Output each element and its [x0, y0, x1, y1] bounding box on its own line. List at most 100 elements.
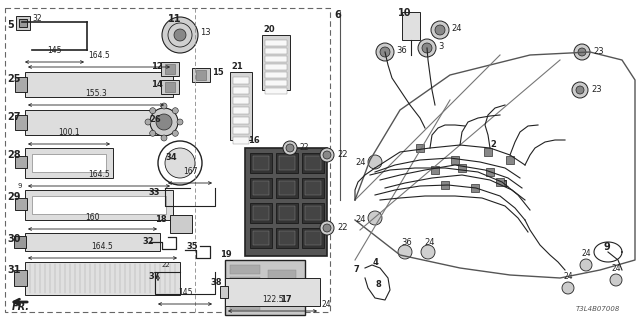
Bar [192, 68, 210, 82]
Text: 10: 10 [398, 8, 412, 18]
Circle shape [150, 108, 156, 114]
Bar [253, 181, 269, 195]
Circle shape [286, 144, 294, 152]
Circle shape [398, 245, 412, 259]
Text: FR.: FR. [12, 302, 30, 312]
Circle shape [320, 148, 334, 162]
Bar [268, 270, 296, 305]
Bar [265, 72, 287, 78]
Text: 22: 22 [337, 223, 348, 232]
Bar [279, 231, 295, 245]
Bar [233, 137, 249, 144]
Bar [265, 48, 287, 54]
Text: 164.5: 164.5 [92, 242, 113, 251]
Bar [262, 35, 290, 90]
Bar [161, 62, 179, 76]
Text: 31: 31 [7, 265, 20, 275]
Circle shape [576, 86, 584, 94]
Text: 12: 12 [151, 62, 163, 71]
Bar [165, 64, 175, 74]
Bar [506, 156, 514, 164]
Text: 16: 16 [248, 136, 260, 145]
Text: 27: 27 [7, 112, 20, 122]
Text: T3L4B07008: T3L4B07008 [576, 306, 620, 312]
Circle shape [431, 21, 449, 39]
Text: 5: 5 [7, 20, 13, 30]
Bar [25, 148, 113, 178]
Text: 22: 22 [337, 150, 348, 159]
Circle shape [572, 82, 588, 98]
Text: 7: 7 [353, 265, 359, 274]
Circle shape [368, 155, 382, 169]
Bar [279, 206, 295, 220]
Circle shape [172, 108, 179, 114]
Text: 15: 15 [212, 68, 224, 77]
Text: 9: 9 [18, 183, 22, 189]
Bar [16, 16, 30, 30]
Circle shape [380, 47, 390, 57]
Text: 164.5: 164.5 [88, 51, 110, 60]
Bar [32, 154, 106, 172]
Bar [302, 203, 324, 223]
Bar [161, 80, 179, 94]
Bar [496, 178, 504, 186]
Bar [276, 178, 298, 198]
Bar [14, 270, 27, 286]
Bar [233, 127, 249, 134]
Bar [250, 178, 272, 198]
Bar [305, 231, 321, 245]
Text: 22: 22 [162, 262, 171, 268]
Circle shape [421, 245, 435, 259]
Text: 11: 11 [168, 14, 182, 24]
Bar [265, 64, 287, 70]
Circle shape [435, 25, 445, 35]
Text: 36: 36 [401, 238, 412, 247]
Bar [225, 260, 305, 315]
Text: 17: 17 [280, 295, 292, 304]
Bar [233, 117, 249, 124]
Text: 24: 24 [582, 249, 591, 258]
Text: 122.5: 122.5 [262, 295, 284, 304]
Circle shape [156, 114, 172, 130]
Bar [265, 56, 287, 62]
Circle shape [162, 17, 198, 53]
Bar [14, 236, 26, 248]
Bar [265, 80, 287, 86]
Bar [276, 153, 298, 173]
Text: 6: 6 [334, 10, 340, 20]
Text: 33: 33 [148, 188, 159, 197]
Bar [25, 190, 173, 220]
Text: 24: 24 [424, 238, 435, 247]
Text: 22: 22 [300, 143, 310, 152]
Text: 155.3: 155.3 [85, 89, 107, 98]
Circle shape [574, 44, 590, 60]
Bar [305, 156, 321, 170]
Text: 23: 23 [593, 47, 604, 56]
Circle shape [578, 48, 586, 56]
Bar [230, 301, 260, 310]
Bar [431, 166, 439, 174]
Text: 164.5: 164.5 [88, 170, 110, 179]
Bar [32, 196, 166, 214]
Bar [230, 72, 252, 140]
Bar [250, 153, 272, 173]
Text: 30: 30 [7, 234, 20, 244]
Bar [25, 262, 180, 295]
Text: 18: 18 [155, 215, 166, 224]
Text: 1: 1 [502, 180, 508, 189]
Circle shape [323, 151, 331, 159]
Bar [265, 88, 287, 94]
Text: 32: 32 [142, 237, 154, 246]
Bar [220, 286, 228, 298]
Bar [305, 206, 321, 220]
Bar [25, 110, 167, 135]
Bar [233, 87, 249, 94]
Circle shape [177, 119, 183, 125]
Bar [471, 184, 479, 192]
Bar [15, 156, 27, 168]
Text: 24: 24 [612, 264, 621, 273]
Circle shape [376, 43, 394, 61]
Circle shape [368, 211, 382, 225]
Bar [253, 156, 269, 170]
Bar [276, 228, 298, 248]
